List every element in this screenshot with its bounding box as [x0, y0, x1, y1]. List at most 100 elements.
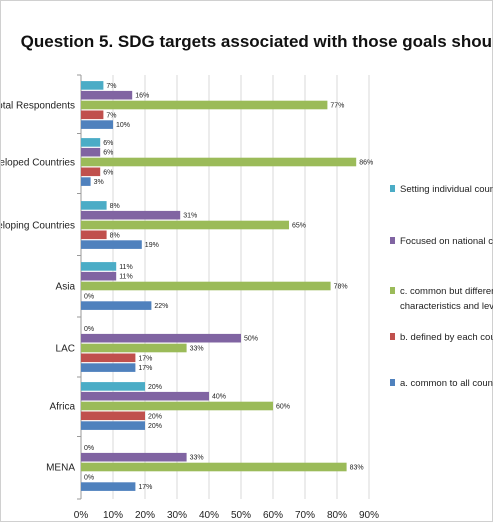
bar-value-label: 19%: [145, 242, 159, 249]
legend-swatch: [390, 287, 395, 294]
bar: [81, 262, 117, 271]
x-tick-label: 20%: [135, 510, 155, 521]
bar: [81, 452, 187, 462]
legend-entry: c. common but differentiated c: [400, 286, 493, 297]
bar-value-label: 7%: [106, 112, 116, 119]
bar-value-label: 20%: [148, 384, 162, 391]
bar-value-label: 33%: [190, 346, 204, 353]
legend-swatch: [390, 185, 395, 192]
chart-title: Question 5. SDG targets associated with …: [21, 32, 493, 51]
bar: [81, 353, 136, 363]
category-label: Total Respondents: [1, 101, 75, 112]
bar: [81, 482, 136, 491]
bar: [81, 343, 187, 353]
bar-value-label: 3%: [94, 179, 104, 186]
bar: [81, 462, 347, 472]
category-label: Asia: [56, 282, 76, 293]
bar-value-label: 40%: [212, 394, 226, 401]
x-tick-label: 50%: [231, 510, 251, 521]
category-label: LAC: [56, 344, 75, 355]
bar-value-label: 11%: [119, 274, 133, 281]
legend-swatch: [390, 379, 395, 386]
bar-value-label: 17%: [138, 484, 152, 491]
bar-value-label: 0%: [84, 474, 94, 481]
bar: [81, 81, 104, 90]
bar-value-label: 22%: [154, 303, 168, 310]
bar: [81, 421, 145, 430]
bar-value-label: 77%: [330, 103, 344, 110]
bar-value-label: 10%: [116, 122, 130, 129]
x-tick-label: 60%: [263, 510, 283, 521]
bar: [81, 120, 113, 129]
legend-swatch: [390, 237, 395, 244]
bar: [81, 230, 107, 240]
x-tick-label: 70%: [295, 510, 315, 521]
bar: [81, 177, 91, 186]
legend-swatch: [390, 333, 395, 340]
bar-value-label: 20%: [148, 423, 162, 430]
data-labels: 7%16%77%7%10%6%6%86%6%3%8%31%65%8%19%11%…: [84, 83, 373, 491]
bar-value-label: 11%: [119, 264, 133, 271]
bar: [81, 167, 101, 177]
bar-value-label: 33%: [190, 455, 204, 462]
bar-value-label: 78%: [334, 284, 348, 291]
bar-value-label: 0%: [84, 326, 94, 333]
bar: [81, 90, 133, 100]
bar-value-label: 6%: [103, 169, 113, 176]
legend-entry: characteristics and level: [400, 301, 493, 312]
category-label: Developed Countries: [1, 158, 75, 169]
x-tick-label: 80%: [327, 510, 347, 521]
bar-value-label: 8%: [110, 232, 120, 239]
bar: [81, 411, 145, 421]
bar-value-label: 31%: [183, 213, 197, 220]
bar-value-label: 6%: [103, 150, 113, 157]
bars: [81, 81, 357, 491]
x-tick-label: 90%: [359, 510, 379, 521]
category-label: Developing Countries: [1, 221, 75, 232]
bar: [81, 100, 328, 110]
bar-value-label: 60%: [276, 404, 290, 411]
bar: [81, 382, 145, 391]
bar-value-label: 0%: [84, 445, 94, 452]
legend-entry: Focused on national capacities: [400, 236, 493, 247]
x-tick-label: 0%: [74, 510, 89, 521]
legend-entry: b. defined by each country: [400, 332, 493, 343]
bar: [81, 333, 241, 343]
x-axis-ticks: 0% 10% 20% 30% 40% 50% 60% 70% 80% 90%: [74, 510, 379, 521]
bar: [81, 138, 101, 147]
category-label: MENA: [46, 463, 75, 474]
bar-value-label: 50%: [244, 336, 258, 343]
bar-value-label: 0%: [84, 293, 94, 300]
bar: [81, 401, 273, 411]
legend-entry: Setting individual country/reg: [400, 184, 493, 195]
bar-value-label: 83%: [350, 465, 364, 472]
legend-entry: a. common to all countries: [400, 378, 493, 389]
bar: [81, 201, 107, 210]
bar: [81, 281, 331, 291]
bar: [81, 363, 136, 372]
category-labels: Total Respondents Developed Countries Deve…: [1, 101, 75, 474]
bar: [81, 240, 142, 249]
bar: [81, 220, 289, 230]
bar: [81, 271, 117, 281]
bar-value-label: 65%: [292, 223, 306, 230]
bar: [81, 391, 209, 401]
x-tick-label: 30%: [167, 510, 187, 521]
bar-value-label: 20%: [148, 413, 162, 420]
bar-value-label: 8%: [110, 203, 120, 210]
bar: [81, 157, 357, 167]
bar-value-label: 86%: [359, 160, 373, 167]
legend: Setting individual country/reg Focused on…: [390, 184, 493, 389]
bar: [81, 110, 104, 120]
bar-value-label: 16%: [135, 93, 149, 100]
bar-value-label: 17%: [138, 355, 152, 362]
bar: [81, 147, 101, 157]
category-label: Africa: [49, 402, 75, 413]
x-tick-label: 10%: [103, 510, 123, 521]
x-tick-label: 40%: [199, 510, 219, 521]
bar-value-label: 17%: [138, 365, 152, 372]
bar: [81, 210, 181, 220]
bar: [81, 301, 152, 310]
